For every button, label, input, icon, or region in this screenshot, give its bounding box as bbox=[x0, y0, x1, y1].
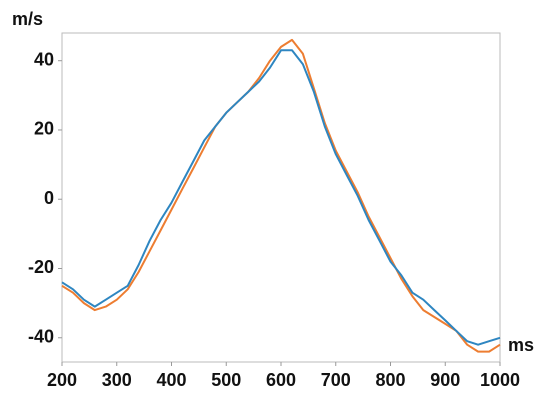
y-tick-label: -20 bbox=[28, 257, 54, 277]
x-tick-label: 1000 bbox=[480, 370, 520, 390]
y-tick-label: 40 bbox=[34, 49, 54, 69]
y-tick-label: -40 bbox=[28, 327, 54, 347]
x-tick-label: 700 bbox=[321, 370, 351, 390]
x-tick-label: 600 bbox=[266, 370, 296, 390]
series-line bbox=[61, 49, 501, 346]
x-tick-label: 200 bbox=[47, 370, 77, 390]
x-tick-label: 400 bbox=[156, 370, 186, 390]
x-tick-label: 300 bbox=[102, 370, 132, 390]
y-axis-label: m/s bbox=[12, 9, 43, 29]
plot-frame bbox=[61, 32, 501, 363]
y-tick-label: 0 bbox=[44, 188, 54, 208]
series-line bbox=[61, 38, 501, 353]
x-tick-label: 500 bbox=[211, 370, 241, 390]
x-tick-label: 800 bbox=[375, 370, 405, 390]
x-tick-label: 900 bbox=[430, 370, 460, 390]
y-tick-label: 20 bbox=[34, 119, 54, 139]
x-axis-label: ms bbox=[508, 335, 534, 355]
